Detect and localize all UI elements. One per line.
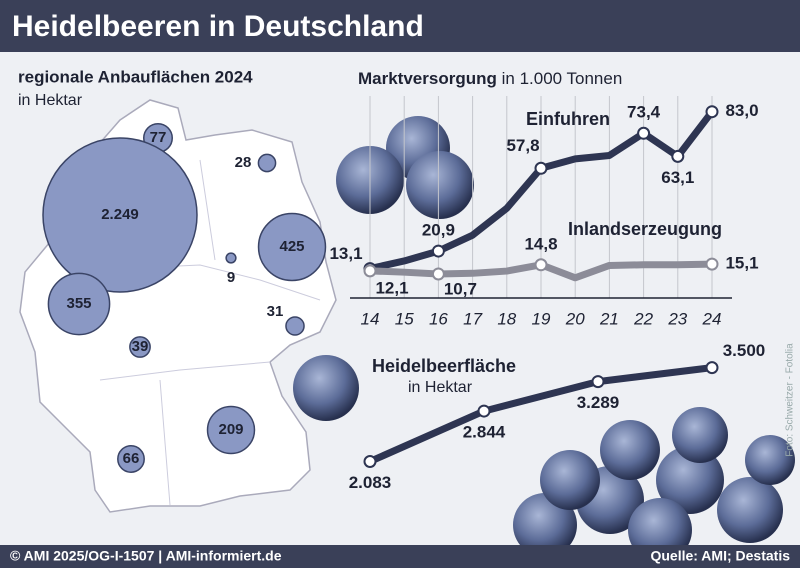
value-label: 12,1 [375, 278, 408, 297]
bubble [42, 137, 198, 293]
map-title: regionale Anbauflächen 2024 [18, 67, 253, 86]
bubble-label: 209 [218, 421, 243, 438]
bubble-label: 39 [132, 338, 149, 355]
point-marker [477, 404, 491, 418]
footer-source: Quelle: AMI; Destatis [650, 548, 790, 564]
point-marker [705, 361, 719, 375]
value-label: 83,0 [725, 101, 758, 120]
x-tick-label: 17 [463, 309, 482, 328]
footer-copyright: © AMI 2025/OG-I-1507 | AMI-informiert.de [10, 548, 282, 564]
point-marker [534, 161, 548, 175]
point-marker [705, 105, 719, 119]
value-label: 57,8 [506, 136, 539, 155]
value-label: 14,8 [524, 234, 557, 253]
point-marker [431, 267, 445, 281]
area-subtitle: in Hektar [408, 379, 473, 396]
series-name: Inlandserzeugung [568, 219, 722, 239]
value-label: 13,1 [329, 244, 362, 263]
value-label: 20,9 [422, 221, 455, 240]
photo-credit: Foto: Schweitzer - Fotolia [785, 343, 796, 457]
bubble-label: 355 [66, 295, 91, 312]
point-marker [591, 375, 605, 389]
value-label: 15,1 [725, 254, 758, 273]
value-label: 63,1 [661, 168, 694, 187]
x-tick-label: 24 [702, 309, 722, 328]
blueberry-photos [293, 116, 795, 562]
x-tick-label: 21 [599, 309, 619, 328]
x-tick-label: 20 [565, 309, 585, 328]
point-marker [637, 126, 651, 140]
value-label: 73,4 [627, 103, 661, 122]
bubble-label: 28 [235, 154, 252, 171]
series-name: Einfuhren [526, 109, 610, 129]
title-bar [0, 0, 800, 52]
value-label: 3.500 [723, 341, 766, 360]
bubble-label: 31 [267, 303, 284, 320]
point-marker [431, 244, 445, 258]
point-marker [363, 264, 377, 278]
x-tick-label: 14 [361, 309, 380, 328]
bubble [47, 272, 111, 336]
supply-title-main: Marktversorgung [358, 69, 497, 88]
point-marker [534, 258, 548, 272]
supply-unit: in 1.000 Tonnen [502, 69, 623, 88]
area-title: Heidelbeerfläche [372, 356, 516, 376]
bubble [206, 405, 256, 455]
footer-bar [0, 545, 800, 568]
point-marker [671, 149, 685, 163]
value-label: 3.289 [577, 393, 620, 412]
x-tick-label: 22 [633, 309, 653, 328]
map-subtitle: in Hektar [18, 92, 83, 109]
state-borders [91, 159, 321, 506]
value-label: 2.844 [463, 423, 506, 442]
bubble [225, 252, 237, 264]
point-marker [705, 257, 719, 271]
x-tick-label: 16 [429, 309, 448, 328]
x-tick-label: 19 [532, 309, 551, 328]
bubble-label: 66 [123, 450, 140, 467]
series-line [366, 364, 716, 466]
bubble [257, 153, 277, 173]
bubble [117, 445, 145, 473]
bubble-label: 425 [279, 238, 304, 255]
x-tick-label: 15 [395, 309, 414, 328]
value-label: 10,7 [444, 279, 477, 298]
point-marker [363, 455, 377, 469]
supply-title: Marktversorgung in 1.000 Tonnen [358, 69, 622, 88]
bubble [257, 212, 327, 282]
bubble [285, 316, 305, 336]
bubble-label: 2.249 [101, 206, 139, 223]
bubble-label: 77 [150, 129, 167, 146]
x-tick-label: 18 [497, 309, 516, 328]
x-tick-label: 23 [667, 309, 687, 328]
bubble [129, 336, 151, 358]
title: Heidelbeeren in Deutschland [12, 10, 424, 43]
value-label: 2.083 [349, 473, 392, 492]
bubble-label: 9 [227, 269, 235, 286]
